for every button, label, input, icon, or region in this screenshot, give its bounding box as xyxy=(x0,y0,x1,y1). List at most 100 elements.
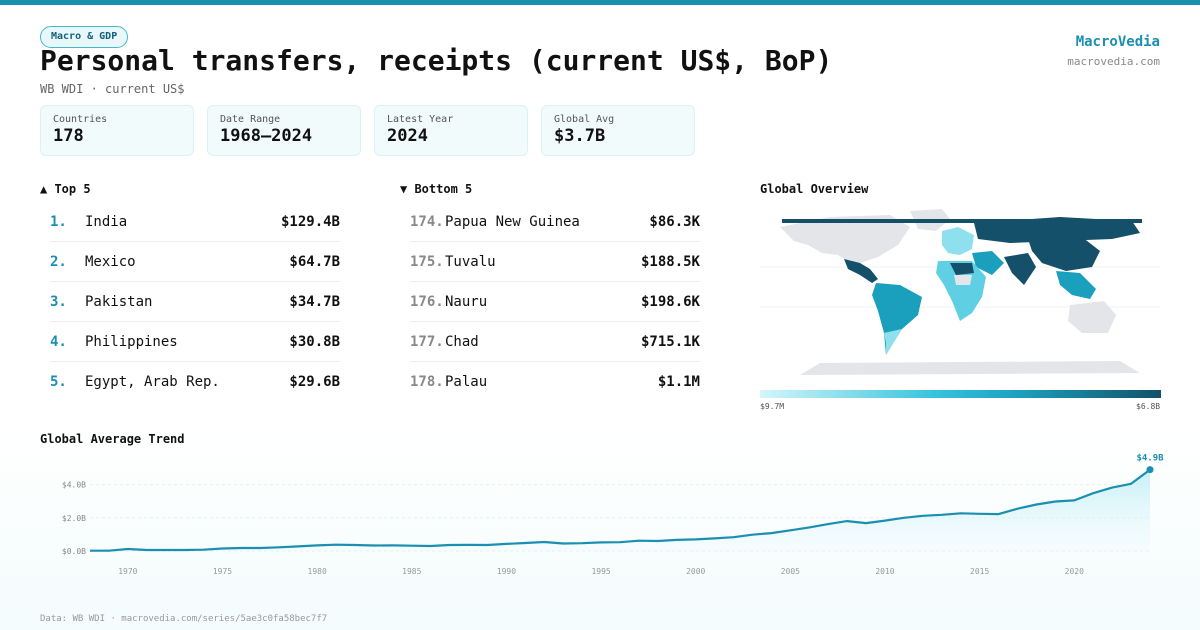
stat-card-date-range: Date Range 1968–2024 xyxy=(207,105,361,156)
trend-line[interactable] xyxy=(90,468,1151,552)
stat-value: 1968–2024 xyxy=(220,126,313,146)
map-region-mexico[interactable] xyxy=(844,259,878,283)
rank-number: 3. xyxy=(50,293,67,310)
list-item[interactable]: 1. India $129.4B xyxy=(50,202,340,242)
x-tick-label: 2015 xyxy=(970,567,989,576)
rank-number: 2. xyxy=(50,253,67,270)
list-item[interactable]: 2. Mexico $64.7B xyxy=(50,242,340,282)
top5-list: 1. India $129.4B 2. Mexico $64.7B 3. Pak… xyxy=(50,202,340,402)
bottom5-heading: ▼ Bottom 5 xyxy=(400,182,473,196)
map-region-north-africa[interactable] xyxy=(950,263,974,275)
list-item[interactable]: 5. Egypt, Arab Rep. $29.6B xyxy=(50,362,340,402)
stat-card-countries: Countries 178 xyxy=(40,105,194,156)
country-name: Papua New Guinea xyxy=(445,213,580,230)
x-tick-label: 1980 xyxy=(308,567,327,576)
list-item[interactable]: 176. Nauru $198.6K xyxy=(410,282,700,322)
rank-number: 177. xyxy=(410,333,444,350)
country-name: Philippines xyxy=(85,333,178,350)
country-value: $34.7B xyxy=(289,293,340,310)
map-region-middle-east[interactable] xyxy=(972,251,1004,275)
rank-number: 5. xyxy=(50,374,67,390)
brand-name[interactable]: MacroVedia xyxy=(1075,34,1160,50)
country-name: Mexico xyxy=(85,253,136,270)
map-region-russia[interactable] xyxy=(974,217,1140,243)
x-tick-label: 2020 xyxy=(1065,567,1084,576)
footer-source: Data: WB WDI · macrovedia.com/series/5ae… xyxy=(40,614,328,624)
map-region-africa[interactable] xyxy=(936,261,986,321)
map-heading: Global Overview xyxy=(760,182,869,196)
x-tick-label: 2010 xyxy=(875,567,894,576)
world-choropleth-map[interactable] xyxy=(760,205,1160,385)
bottom5-list: 174. Papua New Guinea $86.3K 175. Tuvalu… xyxy=(410,202,700,402)
stat-label: Global Avg xyxy=(554,114,615,125)
rank-number: 4. xyxy=(50,333,67,350)
country-name: Pakistan xyxy=(85,293,153,310)
list-item[interactable]: 175. Tuvalu $188.5K xyxy=(410,242,700,282)
list-item[interactable]: 177. Chad $715.1K xyxy=(410,322,700,362)
country-value: $30.8B xyxy=(289,333,340,350)
stat-label: Date Range xyxy=(220,114,281,125)
page-subtitle: WB WDI · current US$ xyxy=(40,82,185,96)
x-tick-label: 1970 xyxy=(118,567,137,576)
y-tick-label: $4.0B xyxy=(62,481,86,490)
global-average-trend-chart[interactable]: $0.0B $2.0B $4.0B 1970 1975 1980 1985 1990 1995… xyxy=(0,440,1200,590)
stat-label: Latest Year xyxy=(387,114,454,125)
trend-area xyxy=(90,469,1150,551)
stat-label: Countries xyxy=(53,114,108,125)
country-name: India xyxy=(85,213,128,230)
rank-number: 176. xyxy=(410,293,444,310)
country-value: $64.7B xyxy=(289,253,340,270)
map-legend-bar xyxy=(760,390,1161,398)
map-region-arctic-strip[interactable] xyxy=(782,219,1142,223)
map-region-australia[interactable] xyxy=(1068,301,1116,333)
country-value: $129.4B xyxy=(280,213,340,230)
rank-number: 1. xyxy=(50,213,67,230)
map-region-southern-cone[interactable] xyxy=(884,329,902,355)
x-tick-label: 2000 xyxy=(686,567,705,576)
country-name: Chad xyxy=(445,333,479,350)
y-tick-label: $0.0B xyxy=(62,547,86,556)
x-tick-label: 1990 xyxy=(497,567,516,576)
country-value: $29.6B xyxy=(289,374,340,390)
stat-value: $3.7B xyxy=(554,126,606,146)
stat-card-global-avg: Global Avg $3.7B xyxy=(541,105,695,156)
country-value: $188.5K xyxy=(640,253,700,270)
map-region-antarctica[interactable] xyxy=(800,361,1140,375)
x-tick-label: 2005 xyxy=(781,567,800,576)
y-tick-label: $2.0B xyxy=(62,514,86,523)
trend-end-point[interactable] xyxy=(1146,466,1154,474)
country-value: $1.1M xyxy=(657,374,700,390)
map-region-east-asia[interactable] xyxy=(1028,237,1100,271)
x-tick-label: 1975 xyxy=(213,567,232,576)
trend-heading: Global Average Trend xyxy=(40,432,185,446)
country-value: $715.1K xyxy=(640,333,700,350)
country-name: Nauru xyxy=(445,293,488,310)
x-tick-label: 1985 xyxy=(402,567,421,576)
category-tag[interactable]: Macro & GDP xyxy=(40,26,129,48)
list-item[interactable]: 4. Philippines $30.8B xyxy=(50,322,340,362)
map-region-europe[interactable] xyxy=(942,227,974,255)
top5-heading: ▲ Top 5 xyxy=(40,182,91,196)
brand-url[interactable]: macrovedia.com xyxy=(1067,55,1160,68)
map-region-south-asia[interactable] xyxy=(1004,253,1036,285)
page-title: Personal transfers, receipts (current US… xyxy=(40,44,833,77)
map-legend-max: $6.8B xyxy=(1136,402,1161,411)
country-value: $86.3K xyxy=(649,213,700,230)
rank-number: 178. xyxy=(410,374,444,390)
map-region-africa-sahel[interactable] xyxy=(954,275,972,285)
map-region-southeast-asia[interactable] xyxy=(1056,271,1096,299)
rank-number: 174. xyxy=(410,213,444,230)
list-item[interactable]: 174. Papua New Guinea $86.3K xyxy=(410,202,700,242)
list-item[interactable]: 3. Pakistan $34.7B xyxy=(50,282,340,322)
country-name: Palau xyxy=(445,374,488,390)
map-region-south-america[interactable] xyxy=(872,283,922,355)
map-region-north-america[interactable] xyxy=(780,215,910,263)
top-accent-bar xyxy=(0,0,1200,5)
country-name: Egypt, Arab Rep. xyxy=(85,374,220,390)
country-name: Tuvalu xyxy=(445,253,496,270)
list-item[interactable]: 178. Palau $1.1M xyxy=(410,362,700,402)
map-legend-min: $9.7M xyxy=(760,402,785,411)
trend-end-label: $4.9B xyxy=(1136,454,1164,464)
stat-card-latest-year: Latest Year 2024 xyxy=(374,105,528,156)
stat-value: 178 xyxy=(53,126,84,146)
